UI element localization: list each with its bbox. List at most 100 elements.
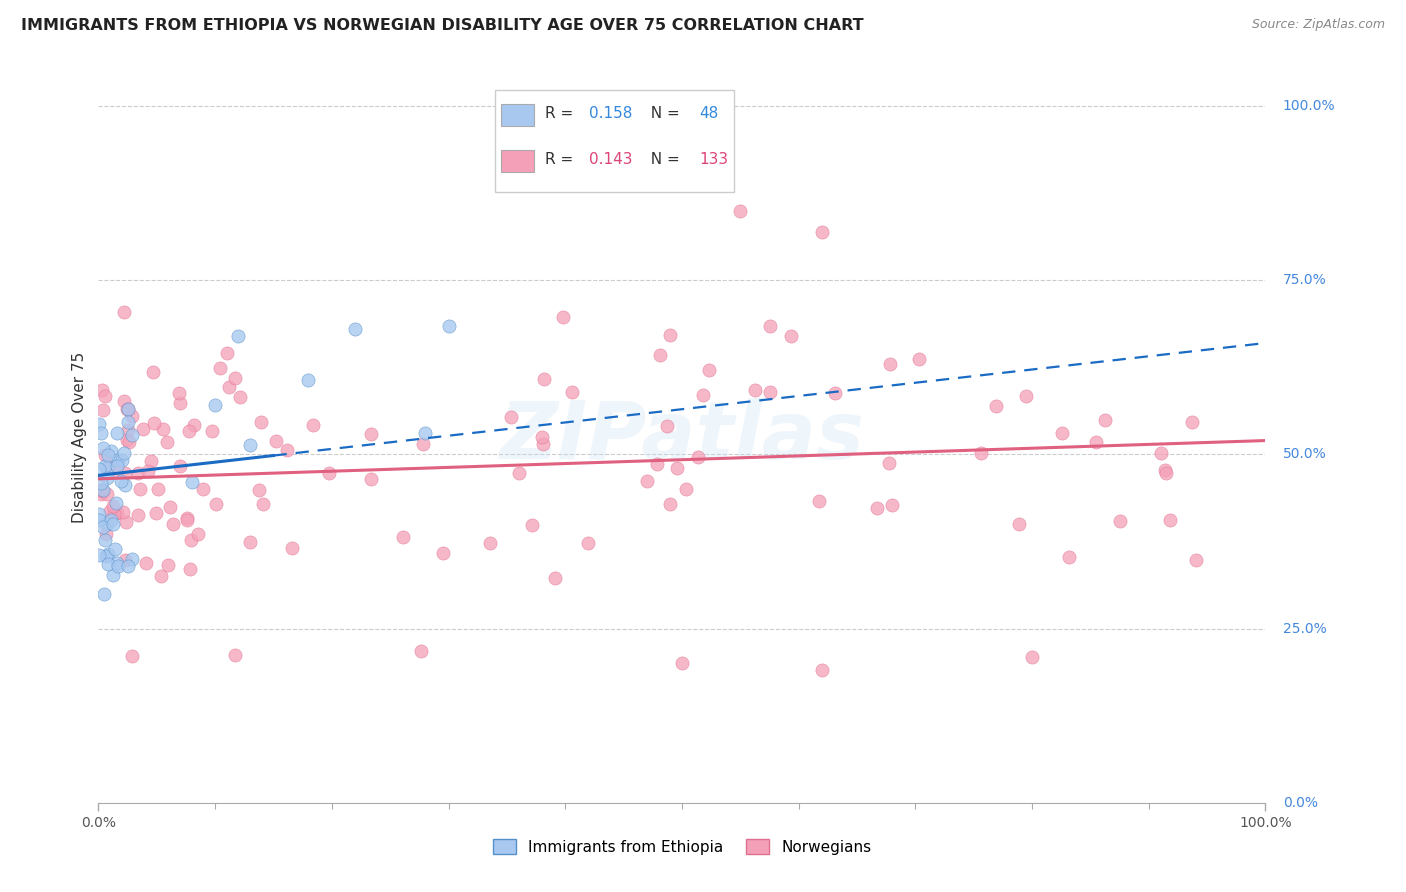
Point (169, 396, 191, 410)
Point (91, 441, 114, 455)
Point (544, 571, 567, 585)
Point (413, 425, 436, 440)
Point (94, 526, 117, 541)
Point (169, 386, 191, 401)
Point (179, 561, 201, 575)
Point (94, 459, 117, 474)
Point (90, 425, 112, 440)
Point (688, 450, 710, 464)
Text: Source: ZipAtlas.com: Source: ZipAtlas.com (1251, 18, 1385, 31)
Point (94, 388, 117, 402)
Text: R =: R = (546, 105, 578, 120)
Text: IMMIGRANTS FROM ETHIOPIA VS NORWEGIAN DISABILITY AGE OVER 75 CORRELATION CHART: IMMIGRANTS FROM ETHIOPIA VS NORWEGIAN DI… (21, 18, 863, 33)
Point (148, 483, 170, 497)
Legend: Immigrants from Ethiopia, Norwegians: Immigrants from Ethiopia, Norwegians (486, 833, 877, 861)
Text: 100.0%: 100.0% (1282, 99, 1336, 113)
Point (107, 559, 129, 574)
Point (89, 483, 111, 497)
Point (239, 535, 262, 549)
Point (142, 365, 165, 379)
Point (101, 500, 124, 514)
Point (180, 475, 202, 489)
Point (96, 461, 118, 475)
Text: N =: N = (641, 152, 685, 167)
Point (135, 556, 157, 570)
Point (127, 466, 149, 480)
Point (360, 427, 382, 442)
Point (578, 536, 600, 550)
Point (1150, 446, 1173, 460)
Point (110, 474, 132, 488)
Point (578, 155, 600, 169)
Point (239, 438, 262, 452)
Point (136, 464, 159, 478)
Point (551, 310, 574, 325)
Point (478, 535, 501, 549)
FancyBboxPatch shape (501, 151, 534, 172)
Point (636, 475, 658, 489)
Point (250, 416, 273, 430)
Point (824, 386, 846, 401)
Point (91, 520, 114, 534)
Point (150, 568, 173, 582)
Point (117, 423, 139, 437)
Point (117, 435, 139, 450)
Point (89, 508, 111, 522)
Point (432, 546, 454, 560)
Point (907, 351, 929, 366)
Text: N =: N = (641, 105, 685, 120)
Point (1108, 514, 1130, 528)
Point (561, 385, 583, 400)
Point (87, 513, 110, 527)
Point (87, 548, 110, 562)
Point (205, 497, 228, 511)
Point (93, 587, 115, 601)
Point (1154, 462, 1177, 476)
Point (98, 458, 121, 473)
Point (671, 657, 693, 671)
Point (177, 425, 200, 439)
Point (96, 557, 118, 571)
Point (224, 648, 246, 662)
Point (162, 516, 184, 531)
Point (1050, 425, 1073, 440)
Point (101, 567, 124, 582)
Point (90, 475, 112, 490)
Y-axis label: Disability Age Over 75: Disability Age Over 75 (72, 351, 87, 523)
Point (811, 664, 834, 678)
Point (1159, 513, 1181, 527)
Point (193, 483, 215, 497)
Point (98, 504, 121, 518)
Point (1094, 412, 1116, 426)
Point (1154, 466, 1177, 480)
Point (297, 373, 319, 387)
Point (100, 444, 122, 458)
Text: 75.0%: 75.0% (1282, 273, 1327, 287)
Point (1185, 552, 1208, 566)
Point (117, 402, 139, 417)
Point (157, 558, 180, 572)
Point (180, 533, 202, 547)
Point (112, 305, 135, 319)
Point (879, 357, 901, 371)
Point (103, 508, 125, 522)
Point (201, 424, 224, 438)
Point (699, 363, 721, 377)
Point (100, 513, 122, 527)
Point (204, 398, 226, 412)
Point (139, 453, 162, 467)
Point (730, 203, 752, 218)
Point (409, 644, 432, 658)
FancyBboxPatch shape (495, 90, 734, 192)
Point (91, 403, 114, 417)
Point (94, 533, 117, 547)
Point (658, 498, 681, 512)
Point (224, 371, 246, 385)
Point (115, 402, 138, 417)
Point (807, 494, 830, 508)
Point (89, 462, 111, 476)
Point (1059, 549, 1081, 564)
Point (176, 511, 198, 525)
Point (655, 418, 678, 433)
Point (281, 541, 304, 555)
